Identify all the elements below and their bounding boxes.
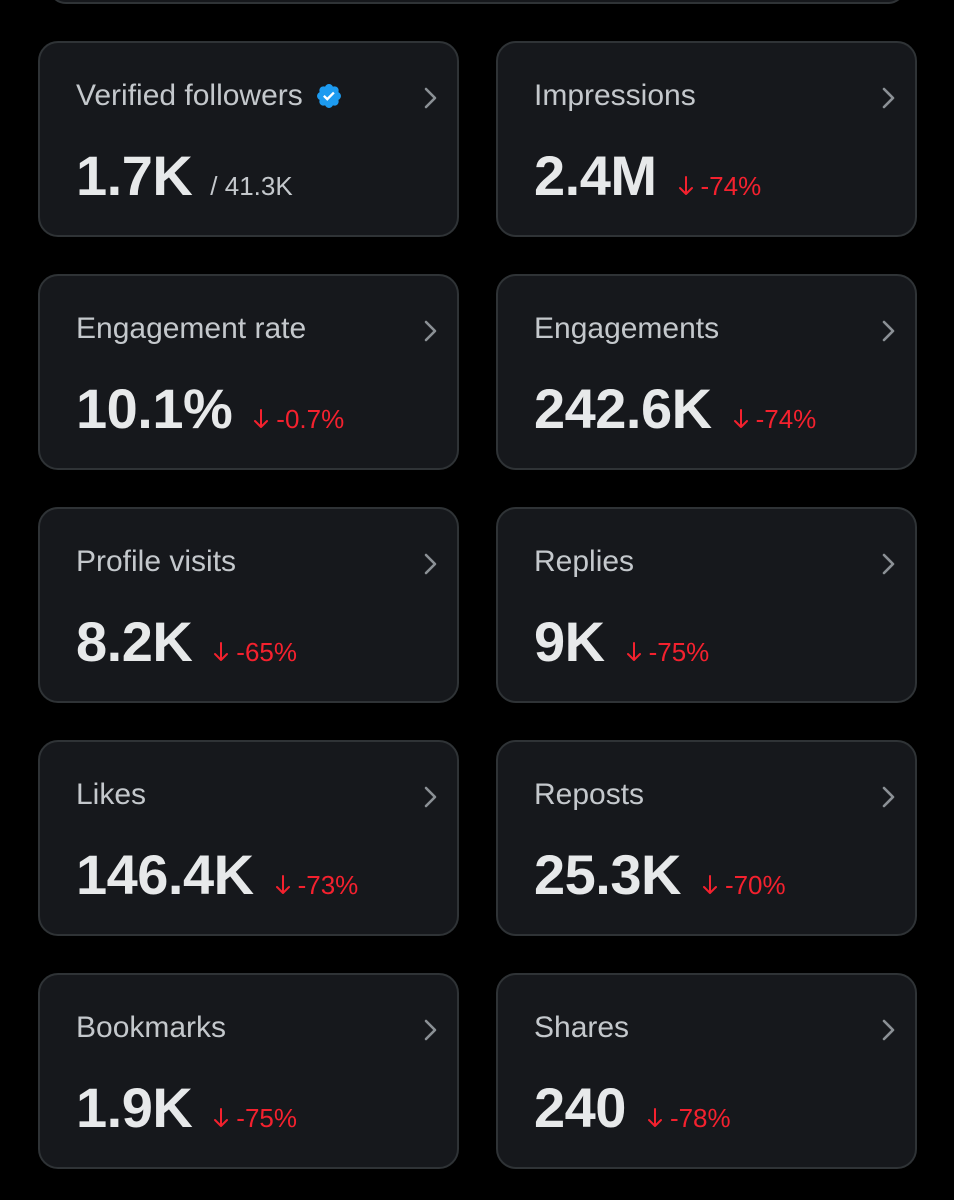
chevron-right-icon [424, 320, 437, 342]
metric-value-row: 1.7K / 41.3K [76, 143, 293, 208]
total-followers: / 41.3K [210, 171, 293, 201]
metric-change: -0.7% [252, 404, 344, 435]
chevron-right-icon [424, 1019, 437, 1041]
metric-value: 242.6K [534, 377, 712, 440]
metric-label: Replies [534, 545, 635, 578]
metric-change: -75% [625, 637, 710, 668]
change-percent: -74% [700, 171, 762, 201]
change-percent: -65% [236, 637, 297, 667]
chevron-right-icon [424, 786, 437, 808]
arrow-down-icon [254, 409, 269, 428]
arrow-down-icon [214, 642, 229, 661]
change-percent: -74% [755, 404, 817, 434]
metric-label: Verified followers [76, 79, 303, 112]
metric-change: -70% [701, 870, 786, 901]
metric-value: 240 [534, 1076, 626, 1139]
metric-value-row: 1.9K -75% [76, 1075, 297, 1140]
metric-card-engagement-rate[interactable]: Engagement rate 10.1% -0.7% [38, 274, 459, 470]
metric-label: Bookmarks [76, 1011, 227, 1044]
metric-label: Likes [76, 778, 147, 811]
change-percent: -0.7% [276, 404, 345, 434]
metric-change: -73% [274, 870, 359, 901]
metric-label: Impressions [534, 79, 696, 112]
metric-value-row: 2.4M -74% [534, 143, 761, 208]
metrics-grid: Verified followers 1.7K / 41.3K Impressi… [38, 41, 917, 1169]
metric-card-replies[interactable]: Replies 9K -75% [496, 507, 917, 703]
metric-value: 10.1% [76, 377, 233, 440]
chevron-right-icon [882, 320, 895, 342]
arrow-down-icon [733, 409, 748, 428]
metric-card-reposts[interactable]: Reposts 25.3K -70% [496, 740, 917, 936]
arrow-down-icon [647, 1108, 662, 1127]
metric-change: -65% [212, 637, 297, 668]
metric-card-bookmarks[interactable]: Bookmarks 1.9K -75% [38, 973, 459, 1169]
metric-value: 146.4K [76, 843, 254, 906]
previous-card-edge [48, 0, 906, 4]
metric-label: Engagement rate [76, 312, 307, 345]
chevron-right-icon [424, 553, 437, 575]
metric-card-verified-followers[interactable]: Verified followers 1.7K / 41.3K [38, 41, 459, 237]
metric-label: Profile visits [76, 545, 237, 578]
metric-label-row: Verified followers [76, 79, 343, 113]
change-percent: -78% [669, 1103, 731, 1133]
change-percent: -70% [724, 870, 786, 900]
metric-value-row: 242.6K -74% [534, 376, 816, 441]
metric-value-row: 8.2K -65% [76, 609, 297, 674]
metric-value-row: 146.4K -73% [76, 842, 358, 907]
chevron-right-icon [882, 1019, 895, 1041]
metric-value-row: 240 -78% [534, 1075, 731, 1140]
metric-value: 1.9K [76, 1076, 193, 1139]
metric-value: 8.2K [76, 610, 193, 673]
metric-value: 25.3K [534, 843, 681, 906]
arrow-down-icon [626, 642, 641, 661]
metric-value: 9K [534, 610, 605, 673]
metric-card-profile-visits[interactable]: Profile visits 8.2K -65% [38, 507, 459, 703]
arrow-down-icon [214, 1108, 229, 1127]
chevron-right-icon [882, 87, 895, 109]
metric-card-likes[interactable]: Likes 146.4K -73% [38, 740, 459, 936]
metric-change: -75% [212, 1103, 297, 1134]
metric-label: Reposts [534, 778, 645, 811]
chevron-right-icon [424, 87, 437, 109]
chevron-right-icon [882, 553, 895, 575]
metric-value: 2.4M [534, 144, 657, 207]
change-percent: -75% [648, 637, 710, 667]
arrow-down-icon [678, 176, 693, 195]
metric-card-shares[interactable]: Shares 240 -78% [496, 973, 917, 1169]
metric-label: Engagements [534, 312, 720, 345]
metric-change: -78% [646, 1103, 731, 1134]
arrow-down-icon [702, 875, 717, 894]
metric-label: Shares [534, 1011, 630, 1044]
metric-change: -74% [732, 404, 817, 435]
metric-value-row: 9K -75% [534, 609, 709, 674]
metric-value: 1.7K [76, 144, 193, 207]
chevron-right-icon [882, 786, 895, 808]
metric-value-row: 10.1% -0.7% [76, 376, 344, 441]
change-percent: -75% [236, 1103, 297, 1133]
metric-card-engagements[interactable]: Engagements 242.6K -74% [496, 274, 917, 470]
metric-card-impressions[interactable]: Impressions 2.4M -74% [496, 41, 917, 237]
metric-value-row: 25.3K -70% [534, 842, 786, 907]
change-percent: -73% [297, 870, 359, 900]
metric-change: -74% [677, 171, 762, 202]
arrow-down-icon [275, 875, 290, 894]
verified-badge-icon [316, 84, 341, 108]
